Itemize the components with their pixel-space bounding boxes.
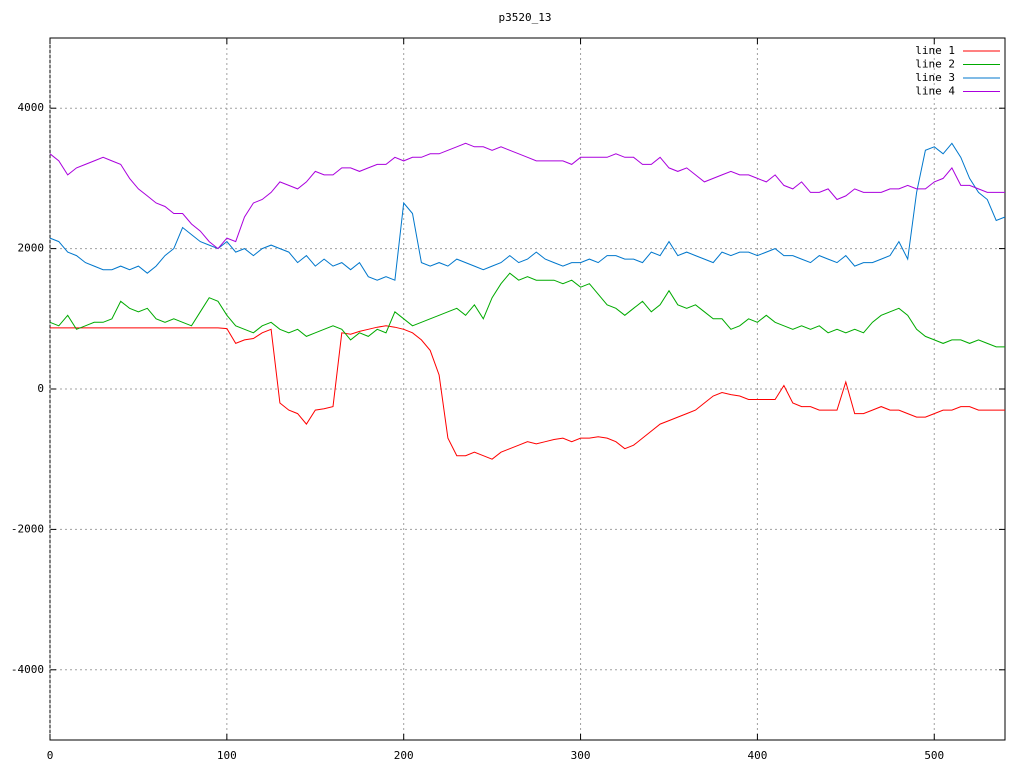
x-tick-label: 0 (47, 749, 54, 762)
y-tick-label: 0 (37, 382, 44, 395)
y-tick-label: 4000 (18, 101, 45, 114)
x-tick-label: 500 (924, 749, 944, 762)
y-tick-label: -2000 (11, 522, 44, 535)
x-tick-label: 100 (217, 749, 237, 762)
legend-label: line 2 (915, 58, 955, 71)
series-line (49, 142, 1006, 281)
series-line (50, 325, 1005, 460)
x-tick-label: 400 (747, 749, 767, 762)
legend-label: line 3 (915, 71, 955, 84)
series-line (49, 142, 1005, 250)
y-tick-label: 2000 (18, 242, 45, 255)
y-tick-label: -4000 (11, 663, 44, 676)
x-tick-label: 200 (394, 749, 414, 762)
legend-label: line 1 (915, 44, 955, 57)
series-line (49, 272, 1005, 348)
legend-label: line 4 (915, 85, 955, 98)
chart-title: p3520_13 (499, 11, 552, 24)
x-tick-label: 300 (571, 749, 591, 762)
